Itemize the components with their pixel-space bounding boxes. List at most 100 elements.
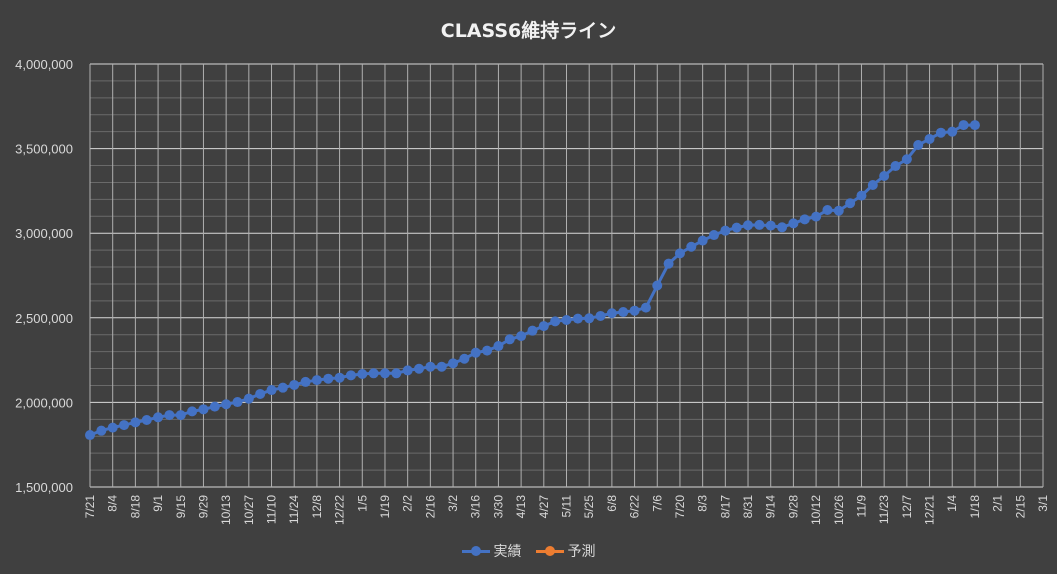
data-point: [879, 171, 890, 182]
x-tick-label: 1/5: [355, 495, 369, 512]
data-point: [368, 368, 379, 379]
data-point: [822, 205, 833, 216]
data-point: [232, 397, 243, 408]
data-point: [777, 222, 788, 233]
x-tick-label: 9/29: [196, 495, 210, 519]
data-point: [720, 225, 731, 236]
data-point: [266, 385, 277, 396]
data-point: [425, 361, 436, 372]
x-tick-label: 10/13: [219, 495, 233, 525]
data-point: [470, 347, 481, 358]
data-point: [187, 406, 198, 417]
data-point: [448, 358, 459, 369]
data-point: [391, 368, 402, 379]
data-point: [379, 368, 390, 379]
legend-marker-forecast-icon: [535, 544, 564, 558]
x-tick-label: 1/4: [945, 495, 959, 512]
x-tick-label: 1/19: [378, 495, 392, 519]
data-point: [504, 334, 515, 345]
data-point: [141, 414, 152, 425]
x-tick-label: 4/13: [514, 495, 528, 519]
legend-label-actual: 実績: [493, 544, 522, 560]
data-point: [674, 248, 685, 259]
data-point: [969, 120, 980, 131]
data-point: [357, 368, 368, 379]
series-line-0: [89, 123, 975, 437]
data-point: [754, 219, 765, 230]
x-tick-label: 11/24: [287, 495, 301, 524]
x-tick-label: 9/28: [786, 495, 800, 519]
x-tick-label: 3/16: [469, 495, 483, 519]
data-point: [334, 372, 345, 383]
data-point: [731, 222, 742, 233]
data-point: [164, 410, 175, 421]
data-point: [788, 218, 799, 229]
x-tick-label: 8/17: [718, 495, 732, 519]
data-point: [890, 161, 901, 172]
data-point: [913, 140, 924, 151]
data-point: [606, 308, 617, 319]
y-tick-label: 2,000,000: [15, 395, 73, 410]
y-tick-label: 1,500,000: [15, 480, 73, 495]
legend-item-forecast[interactable]: 予測: [535, 541, 596, 561]
data-point: [209, 401, 220, 412]
x-tick-label: 6/8: [605, 495, 619, 512]
data-point: [414, 363, 425, 374]
x-tick-label: 9/15: [174, 495, 188, 519]
data-point: [652, 280, 663, 291]
data-point: [482, 345, 493, 356]
x-tick-label: 12/8: [310, 495, 324, 519]
data-point: [629, 305, 640, 316]
data-point: [924, 133, 935, 144]
data-point: [153, 412, 164, 423]
data-point: [243, 393, 254, 404]
x-tick-label: 11/23: [877, 495, 891, 524]
data-point: [300, 376, 311, 387]
x-tick-label: 3/30: [491, 495, 505, 519]
data-point: [833, 205, 844, 216]
x-tick-label: 2/15: [1013, 495, 1027, 519]
data-point: [686, 241, 697, 252]
data-point: [799, 214, 810, 225]
x-tick-label: 11/10: [265, 495, 279, 524]
x-tick-label: 10/27: [242, 495, 256, 525]
x-tick-label: 8/4: [106, 495, 120, 512]
legend-item-actual[interactable]: 実績: [461, 541, 522, 561]
x-tick-label: 2/16: [423, 495, 437, 519]
data-point: [289, 379, 300, 390]
legend-label-forecast: 予測: [567, 544, 596, 560]
data-point: [175, 410, 186, 421]
data-point: [550, 316, 561, 327]
x-tick-label: 6/22: [628, 495, 642, 519]
data-point: [595, 310, 606, 321]
x-tick-label: 10/26: [832, 495, 846, 525]
data-point: [618, 307, 629, 318]
data-point: [743, 220, 754, 231]
data-point: [867, 179, 878, 190]
data-point: [538, 321, 549, 332]
x-tick-label: 9/14: [764, 495, 778, 519]
x-tick-label: 12/7: [900, 495, 914, 519]
x-tick-label: 2/2: [401, 495, 415, 512]
x-tick-label: 12/21: [923, 495, 937, 525]
x-tick-label: 1/18: [968, 495, 982, 519]
data-point: [277, 382, 288, 393]
data-point: [107, 422, 118, 433]
x-tick-label: 7/20: [673, 495, 687, 519]
x-tick-label: 9/1: [151, 495, 165, 512]
x-tick-label: 5/25: [582, 495, 596, 519]
x-tick-label: 7/21: [83, 495, 97, 519]
chart-title: CLASS6維持ライン: [440, 20, 617, 42]
data-point: [345, 370, 356, 381]
legend-marker-actual-icon: [461, 544, 490, 558]
data-point: [845, 198, 856, 209]
x-tick-label: 7/6: [650, 495, 664, 512]
data-point: [572, 313, 583, 324]
data-point: [640, 302, 651, 313]
data-point: [130, 417, 141, 428]
data-point: [323, 373, 334, 384]
x-tick-label: 12/22: [333, 495, 347, 525]
data-point: [561, 314, 572, 325]
data-point: [765, 220, 776, 231]
data-point: [493, 341, 504, 352]
